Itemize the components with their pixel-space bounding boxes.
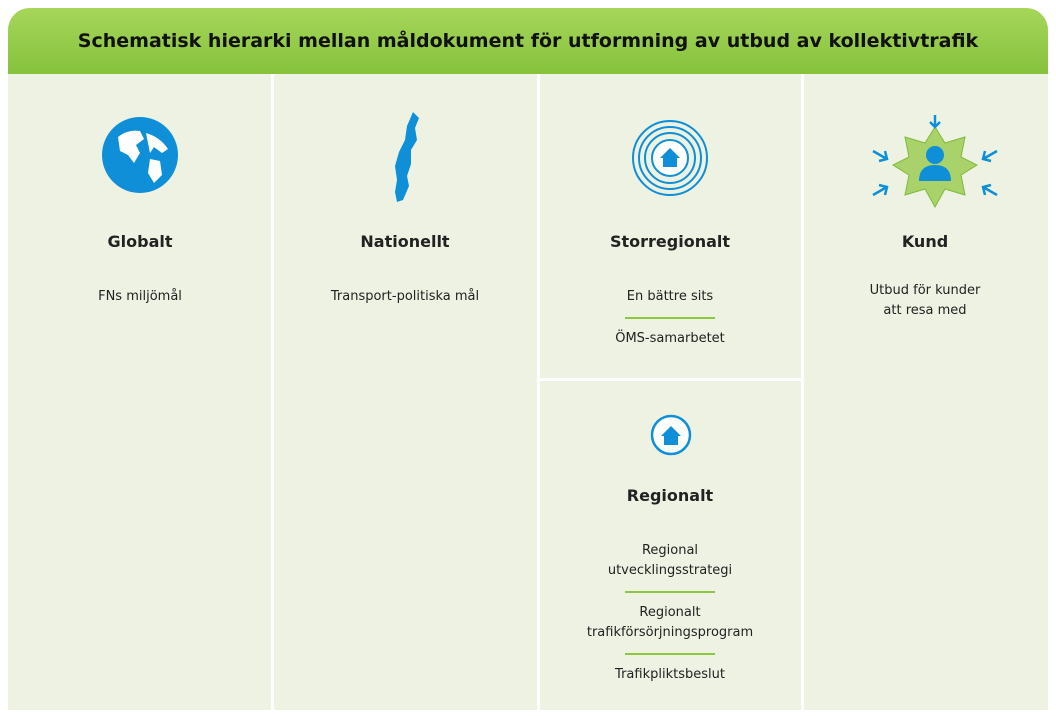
- item-text: Regional: [641, 543, 699, 558]
- item-text: Transport-politiska mål: [330, 289, 480, 304]
- item: Regionalt trafikförsörjningsprogram: [538, 603, 802, 643]
- item-text: FNs miljömål: [98, 289, 182, 304]
- item: En bättre sits: [538, 287, 802, 307]
- item-text: trafikförsörjningsprogram: [586, 625, 754, 640]
- section-heading: Nationellt: [360, 232, 450, 251]
- section-items: Transport-politiska mål: [272, 287, 538, 307]
- divider: [801, 74, 804, 710]
- item: Transport-politiska mål: [272, 287, 538, 307]
- item-text: Trafikpliktsbeslut: [615, 667, 725, 682]
- section-heading: Storregionalt: [609, 232, 731, 251]
- divider: [537, 74, 540, 710]
- item-text: ÖMS-samarbetet: [615, 331, 725, 346]
- separator: [625, 317, 715, 319]
- section-items: Regional utvecklingsstrategi Regionalt traf…: [538, 541, 802, 685]
- sweden-icon: [395, 112, 419, 202]
- separator: [625, 591, 715, 593]
- customer-icon: [872, 115, 998, 209]
- globe-icon: [102, 117, 178, 193]
- section-heading: Kund: [901, 232, 949, 251]
- section-heading: Regionalt: [626, 486, 714, 505]
- item-text: En bättre sits: [626, 289, 714, 304]
- item: ÖMS-samarbetet: [538, 329, 802, 349]
- item-text: Utbud för kunder: [869, 283, 981, 298]
- section-items: En bättre sits ÖMS-samarbetet: [538, 287, 802, 349]
- title: Schematisk hierarki mellan måldokument f…: [8, 8, 1048, 74]
- background: [8, 74, 1048, 710]
- section: Kund Utbud för kunder att resa med: [802, 232, 1048, 321]
- section-heading: Globalt: [107, 232, 173, 251]
- section: Nationellt Transport-politiska mål: [272, 232, 538, 307]
- item-text: att resa med: [883, 303, 967, 318]
- section: Regionalt Regional utvecklingsstrategi Regi…: [538, 486, 802, 685]
- divider: [271, 74, 274, 710]
- section: Storregionalt En bättre sits ÖMS-samarbete…: [538, 232, 802, 349]
- item: Trafikpliktsbeslut: [538, 665, 802, 685]
- item-text: utvecklingsstrategi: [607, 563, 733, 578]
- divider: [538, 378, 802, 381]
- section: Globalt FNs miljömål: [8, 232, 272, 307]
- item: Utbud för kunder att resa med: [802, 281, 1048, 321]
- item-text: Regionalt: [639, 605, 701, 620]
- section-items: Utbud för kunder att resa med: [802, 281, 1048, 321]
- section-items: FNs miljömål: [8, 287, 272, 307]
- storregion-icon: [632, 120, 708, 196]
- item: FNs miljömål: [8, 287, 272, 307]
- region-icon: [650, 414, 692, 456]
- separator: [625, 653, 715, 655]
- item: Regional utvecklingsstrategi: [538, 541, 802, 581]
